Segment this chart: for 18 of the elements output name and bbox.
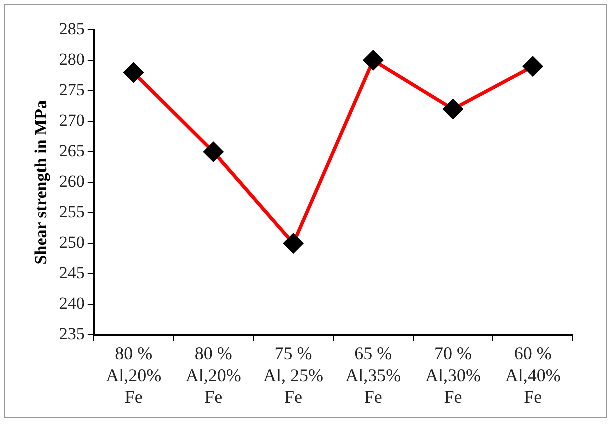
x-tick-label: 80 % Al,20% Fe bbox=[186, 344, 242, 407]
y-tick-label: 285 bbox=[59, 19, 85, 38]
y-tick-label: 255 bbox=[59, 202, 85, 222]
y-tick-label: 265 bbox=[59, 142, 85, 161]
x-tick-label: 65 % Al,35% Fe bbox=[346, 344, 402, 407]
y-tick-label: 260 bbox=[59, 172, 85, 192]
y-tick-label: 280 bbox=[59, 50, 85, 69]
y-tick-label: 270 bbox=[59, 111, 85, 130]
x-tick-label: 75 % Al, 25% Fe bbox=[264, 344, 324, 407]
y-tick-label: 250 bbox=[59, 233, 85, 252]
x-tick-label: 60 % Al,40% Fe bbox=[505, 344, 561, 407]
x-tick-label: 70 % Al,30% Fe bbox=[425, 344, 481, 407]
x-tick-label: 80 % Al,20% Fe bbox=[106, 344, 162, 407]
y-tick-label: 245 bbox=[59, 264, 85, 283]
y-tick-label: 240 bbox=[59, 294, 85, 314]
y-tick-label: 275 bbox=[59, 80, 85, 100]
y-axis-title: Shear strength in MPa bbox=[32, 100, 51, 265]
y-tick-label: 235 bbox=[59, 324, 85, 344]
